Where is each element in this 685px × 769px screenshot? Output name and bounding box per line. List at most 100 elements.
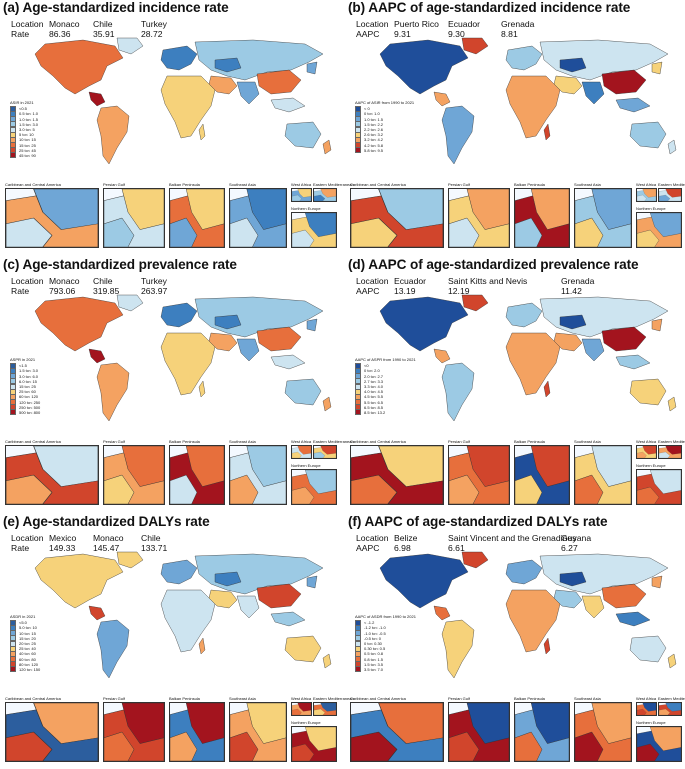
inset-map: [103, 702, 165, 762]
location-name: Monaco: [49, 276, 80, 286]
inset-label: Eastern Mediterranean: [658, 182, 685, 187]
location-value: 28.72: [141, 29, 163, 39]
location-label: Location: [356, 19, 389, 29]
location-name: Monaco: [93, 533, 124, 543]
legend-swatch: [355, 666, 361, 673]
top-location-2: Monaco 145.47: [93, 533, 124, 553]
inset-region: [466, 189, 509, 230]
row-labels: Location Rate: [11, 19, 44, 39]
inset-label: Persian Gulf: [103, 439, 126, 444]
legend-label: 10 to< 15: [19, 137, 36, 143]
inset-region: [378, 446, 443, 487]
inset-region: [515, 474, 543, 504]
map-region: [379, 39, 469, 95]
regional-insets: Caribbean and Central America Persian Gul…: [5, 439, 354, 511]
inset-label: Balkan Peninsula: [514, 696, 545, 701]
top-location-3: Turkey 28.72: [141, 19, 167, 39]
map-region: [559, 571, 587, 587]
inset-map: [658, 188, 682, 202]
location-value: 8.81: [501, 29, 518, 39]
inset-map: [169, 702, 225, 762]
inset-region: [637, 451, 647, 458]
world-map: [5, 293, 335, 433]
location-value: 6.27: [561, 543, 578, 553]
inset-region: [246, 189, 286, 230]
panel-title: (a) Age-standardized incidence rate: [3, 0, 229, 15]
legend-title: AAPC of ASIR from 1990 to 2021: [355, 100, 415, 105]
map-region: [96, 362, 130, 422]
inset-label: West Africa: [291, 182, 312, 187]
inset-region: [314, 708, 326, 715]
inset-map: [291, 212, 337, 248]
inset-region: [170, 731, 198, 761]
inset-map: [514, 188, 570, 248]
inset-region: [659, 194, 671, 201]
legend-label: 10 to< 15: [19, 630, 36, 636]
inset-label: West Africa: [291, 439, 312, 444]
map-region: [88, 91, 106, 107]
map-region: [160, 75, 216, 139]
map-region: [34, 553, 124, 609]
world-map: [350, 550, 680, 690]
map-region: [160, 589, 216, 653]
panel-title: (b) AAPC of age-standardized incidence r…: [348, 0, 631, 15]
value-label: Rate: [11, 543, 30, 553]
legend-item: 120 to< 150: [10, 666, 70, 673]
location-value: 12.19: [448, 286, 470, 296]
inset-label: Southeast Asia: [574, 182, 601, 187]
inset-map: [636, 188, 657, 202]
location-label: Location: [11, 276, 44, 286]
map-region: [601, 583, 647, 609]
inset-label: Caribbean and Central America: [5, 696, 61, 701]
inset-label: Northern Europe: [291, 463, 321, 468]
inset-map: [448, 702, 510, 762]
top-location-2: Ecuador 9.30: [448, 19, 480, 39]
inset-label: Northern Europe: [636, 463, 666, 468]
top-location-2: Saint Vincent and the Grenadines 6.61: [448, 533, 576, 553]
inset-region: [33, 446, 98, 487]
map-region: [461, 37, 489, 55]
inset-region: [351, 731, 398, 761]
map-region: [379, 553, 469, 609]
map-region: [116, 294, 144, 312]
world-map: [350, 36, 680, 176]
legend-label: 3.3 to< 4.0: [364, 383, 384, 389]
map-region: [198, 637, 206, 655]
inset-map: [169, 445, 225, 505]
legend-label: 1.5 to< 3.0: [19, 368, 39, 374]
legend-label: 2.7 to< 3.3: [364, 378, 384, 384]
inset-region: [637, 743, 660, 761]
legend-label: 1.5 to< 3.0: [19, 121, 39, 127]
inset-region: [642, 189, 656, 198]
panel-f: (f) AAPC of age-standardized DALYs rate L…: [345, 514, 685, 768]
location-label: Location: [356, 533, 389, 543]
inset-region: [246, 703, 286, 744]
inset-region: [665, 446, 681, 455]
inset-map: [169, 188, 225, 248]
inset-map: [658, 702, 682, 716]
inset-region: [320, 703, 336, 712]
inset-label: Eastern Mediterranean: [658, 439, 685, 444]
inset-region: [292, 743, 315, 761]
legend-title: ASDR in 2021: [10, 614, 36, 619]
map-region: [601, 326, 647, 352]
inset-map: [5, 445, 99, 505]
location-value: 263.97: [141, 286, 168, 296]
inset-label: Northern Europe: [636, 720, 666, 725]
inset-region: [642, 703, 656, 712]
map-region: [322, 653, 332, 669]
panel-title: (d) AAPC of age-standardized prevalence …: [348, 257, 639, 272]
map-region: [214, 57, 242, 73]
inset-region: [185, 703, 224, 744]
inset-map: [229, 188, 287, 248]
world-map: [5, 550, 335, 690]
legend-label: 5.0 to< 10: [19, 625, 37, 631]
inset-region: [637, 708, 647, 715]
top-location-3: Grenada 11.42: [561, 276, 594, 296]
map-region: [270, 354, 306, 370]
inset-region: [530, 189, 569, 230]
inset-label: Southeast Asia: [574, 696, 601, 701]
row-labels: Location AAPC: [356, 276, 389, 296]
inset-region: [530, 446, 569, 487]
inset-region: [314, 451, 326, 458]
